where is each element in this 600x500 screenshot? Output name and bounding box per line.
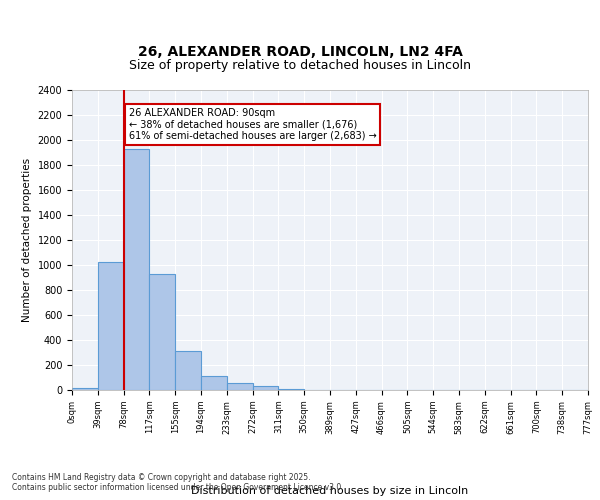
Bar (124, 150, 149, 390)
Bar (98, 262, 124, 390)
Bar (253, 386, 278, 390)
Bar (201, 376, 227, 390)
Text: 26 ALEXANDER ROAD: 90sqm
← 38% of detached houses are smaller (1,676)
61% of sem: 26 ALEXANDER ROAD: 90sqm ← 38% of detach… (129, 108, 377, 140)
Bar (175, 351, 201, 390)
Text: Contains public sector information licensed under the Open Government Licence v3: Contains public sector information licen… (12, 483, 344, 492)
Bar (278, 389, 304, 390)
Text: Size of property relative to detached houses in Lincoln: Size of property relative to detached ho… (129, 58, 471, 71)
Bar (149, 274, 175, 390)
Bar (227, 383, 253, 390)
X-axis label: Distribution of detached houses by size in Lincoln: Distribution of detached houses by size … (191, 486, 469, 496)
Bar (72, 388, 98, 390)
Text: 26, ALEXANDER ROAD, LINCOLN, LN2 4FA: 26, ALEXANDER ROAD, LINCOLN, LN2 4FA (137, 46, 463, 60)
Y-axis label: Number of detached properties: Number of detached properties (22, 158, 32, 322)
Text: Contains HM Land Registry data © Crown copyright and database right 2025.: Contains HM Land Registry data © Crown c… (12, 473, 311, 482)
